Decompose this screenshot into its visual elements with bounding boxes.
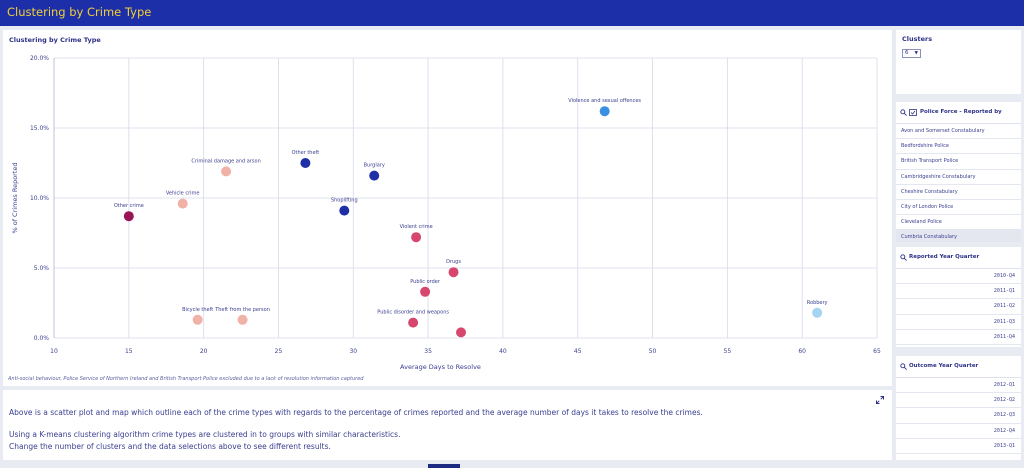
filter-list-item[interactable]: 2012-Q1 <box>896 378 1021 394</box>
outcome-quarter-filter-title: Outcome Year Quarter <box>909 363 979 369</box>
x-tick-label: 65 <box>873 348 881 355</box>
filter-list-item[interactable]: 2011-Q2 <box>896 299 1021 315</box>
filter-list-item[interactable]: 2012-Q2 <box>896 393 1021 409</box>
data-point[interactable] <box>221 166 232 177</box>
filter-list-item[interactable]: Bedfordshire Police <box>896 139 1021 155</box>
description-line-1: Above is a scatter plot and map which ou… <box>9 408 703 417</box>
filter-list-item[interactable]: 2010-Q4 <box>896 269 1021 285</box>
police-force-filter: Police Force - Reported by Avon and Some… <box>896 102 1021 242</box>
chart-title: Clustering by Crime Type <box>9 36 101 44</box>
filter-list-item[interactable]: 2013-Q1 <box>896 439 1021 454</box>
clusters-panel: Clusters 6 ▼ <box>896 30 1021 94</box>
data-point-label: Public disorder and weapons <box>377 310 449 316</box>
data-point[interactable] <box>123 211 134 222</box>
data-point[interactable] <box>192 314 203 325</box>
reported-quarter-filter-title: Reported Year Quarter <box>909 254 980 260</box>
outcome-quarter-list: 2012-Q1 2012-Q2 2012-Q3 2012-Q4 2013-Q1 <box>896 378 1021 454</box>
filter-list-item[interactable]: 2012-Q4 <box>896 424 1021 439</box>
data-point[interactable] <box>420 286 431 297</box>
top-bar: Clustering by Crime Type <box>0 0 1024 26</box>
data-point[interactable] <box>339 205 350 216</box>
data-point-label: Burglary <box>364 163 385 169</box>
police-force-filter-title: Police Force - Reported by <box>920 109 1002 115</box>
data-point-label: Violent crime <box>400 224 433 230</box>
description-panel: Above is a scatter plot and map which ou… <box>3 390 892 460</box>
filter-list-item[interactable]: 2011-Q1 <box>896 284 1021 300</box>
data-point-label: Theft from the person <box>214 307 270 313</box>
data-point[interactable] <box>177 198 188 209</box>
data-point-label: Other theft <box>292 150 320 156</box>
search-icon[interactable] <box>900 254 907 261</box>
filter-list-item[interactable]: Cleveland Police <box>896 215 1021 231</box>
data-point-label: Other crime <box>114 203 144 209</box>
filter-list-item[interactable]: 2011-Q3 <box>896 315 1021 330</box>
data-point[interactable] <box>812 307 823 318</box>
data-point-label: Public order <box>410 279 441 285</box>
filter-list-item[interactable]: British Transport Police <box>896 154 1021 170</box>
filter-list-item[interactable]: Cheshire Constabulary <box>896 185 1021 200</box>
data-point[interactable] <box>411 232 422 243</box>
reported-quarter-filter-header: Reported Year Quarter <box>896 247 1021 269</box>
filter-list-item[interactable]: City of London Police <box>896 200 1021 216</box>
y-tick-label: 0.0% <box>34 335 50 342</box>
y-tick-label: 15.0% <box>30 125 49 132</box>
filter-list-item[interactable]: Avon and Somerset Constabulary <box>896 124 1021 140</box>
clusters-title: Clusters <box>902 35 933 43</box>
data-point[interactable] <box>369 170 380 181</box>
x-tick-label: 35 <box>424 348 432 355</box>
bottom-tab-indicator[interactable] <box>428 464 460 468</box>
chart-panel: 10 15 20 25 30 35 40 45 50 55 60 65 0.0% 5.0% 10.0% 15.… <box>3 30 892 386</box>
filter-list-item[interactable]: Cambridgeshire Constabulary <box>896 170 1021 185</box>
y-tick-label: 20.0% <box>30 55 49 62</box>
x-tick-label: 45 <box>574 348 582 355</box>
x-tick-label: 30 <box>349 348 357 355</box>
x-tick-label: 50 <box>649 348 657 355</box>
clusters-value: 6 <box>905 50 909 56</box>
y-tick-label: 10.0% <box>30 195 49 202</box>
clusters-dropdown[interactable]: 6 ▼ <box>902 49 921 58</box>
data-point[interactable] <box>237 314 248 325</box>
dropdown-arrow-icon: ▼ <box>914 51 918 56</box>
search-icon[interactable] <box>900 363 907 370</box>
x-tick-label: 40 <box>499 348 507 355</box>
y-tick-label: 5.0% <box>34 265 50 272</box>
data-point-label: Vehicle crime <box>166 191 200 197</box>
description-line-3: Change the number of clusters and the da… <box>9 442 331 451</box>
x-tick-label: 10 <box>50 348 58 355</box>
data-point-label: Violence and sexual offences <box>568 98 641 104</box>
data-point-label: Robbery <box>807 300 828 306</box>
description-line-2: Using a K-means clustering algorithm cri… <box>9 430 401 439</box>
data-point-label: Criminal damage and arson <box>191 158 260 164</box>
x-tick-label: 15 <box>125 348 133 355</box>
data-point[interactable] <box>456 327 467 338</box>
data-point-label: Drugs <box>446 259 461 265</box>
app-title: Clustering by Crime Type <box>7 5 152 19</box>
x-tick-label: 55 <box>724 348 732 355</box>
data-point[interactable] <box>408 317 419 328</box>
data-point[interactable] <box>599 106 610 117</box>
x-tick-label: 20 <box>200 348 208 355</box>
reported-quarter-list: 2010-Q4 2011-Q1 2011-Q2 2011-Q3 2011-Q4 <box>896 269 1021 345</box>
data-point[interactable] <box>448 267 459 278</box>
search-icon[interactable] <box>900 109 907 116</box>
chart-footnote: Anti-social behaviour, Police Service of… <box>8 376 364 382</box>
x-tick-label: 25 <box>275 348 283 355</box>
police-force-list: Avon and Somerset Constabulary Bedfordshi… <box>896 124 1021 242</box>
x-tick-label: 60 <box>798 348 806 355</box>
filter-list-item[interactable]: 2012-Q3 <box>896 408 1021 424</box>
expand-icon[interactable] <box>876 396 884 404</box>
selection-icon[interactable] <box>909 109 917 116</box>
y-axis-label: % of Crimes Reported <box>11 162 19 233</box>
scatter-chart[interactable]: 10 15 20 25 30 35 40 45 50 55 60 65 0.0% 5.0% 10.0% 15.… <box>3 30 892 386</box>
outcome-quarter-filter: Outcome Year Quarter 2012-Q1 2012-Q2 2012-… <box>896 356 1021 460</box>
data-point-label: Bicycle theft <box>182 307 213 313</box>
x-axis-label: Average Days to Resolve <box>400 363 481 371</box>
data-point[interactable] <box>300 158 311 168</box>
filter-list-item[interactable]: 2011-Q4 <box>896 330 1021 345</box>
reported-quarter-filter: Reported Year Quarter 2010-Q4 2011-Q1 2011… <box>896 247 1021 347</box>
police-force-filter-header: Police Force - Reported by <box>896 102 1021 124</box>
outcome-quarter-filter-header: Outcome Year Quarter <box>896 356 1021 378</box>
filter-list-item[interactable]: Cumbria Constabulary <box>896 230 1021 242</box>
data-point-label: Shoplifting <box>331 198 358 204</box>
